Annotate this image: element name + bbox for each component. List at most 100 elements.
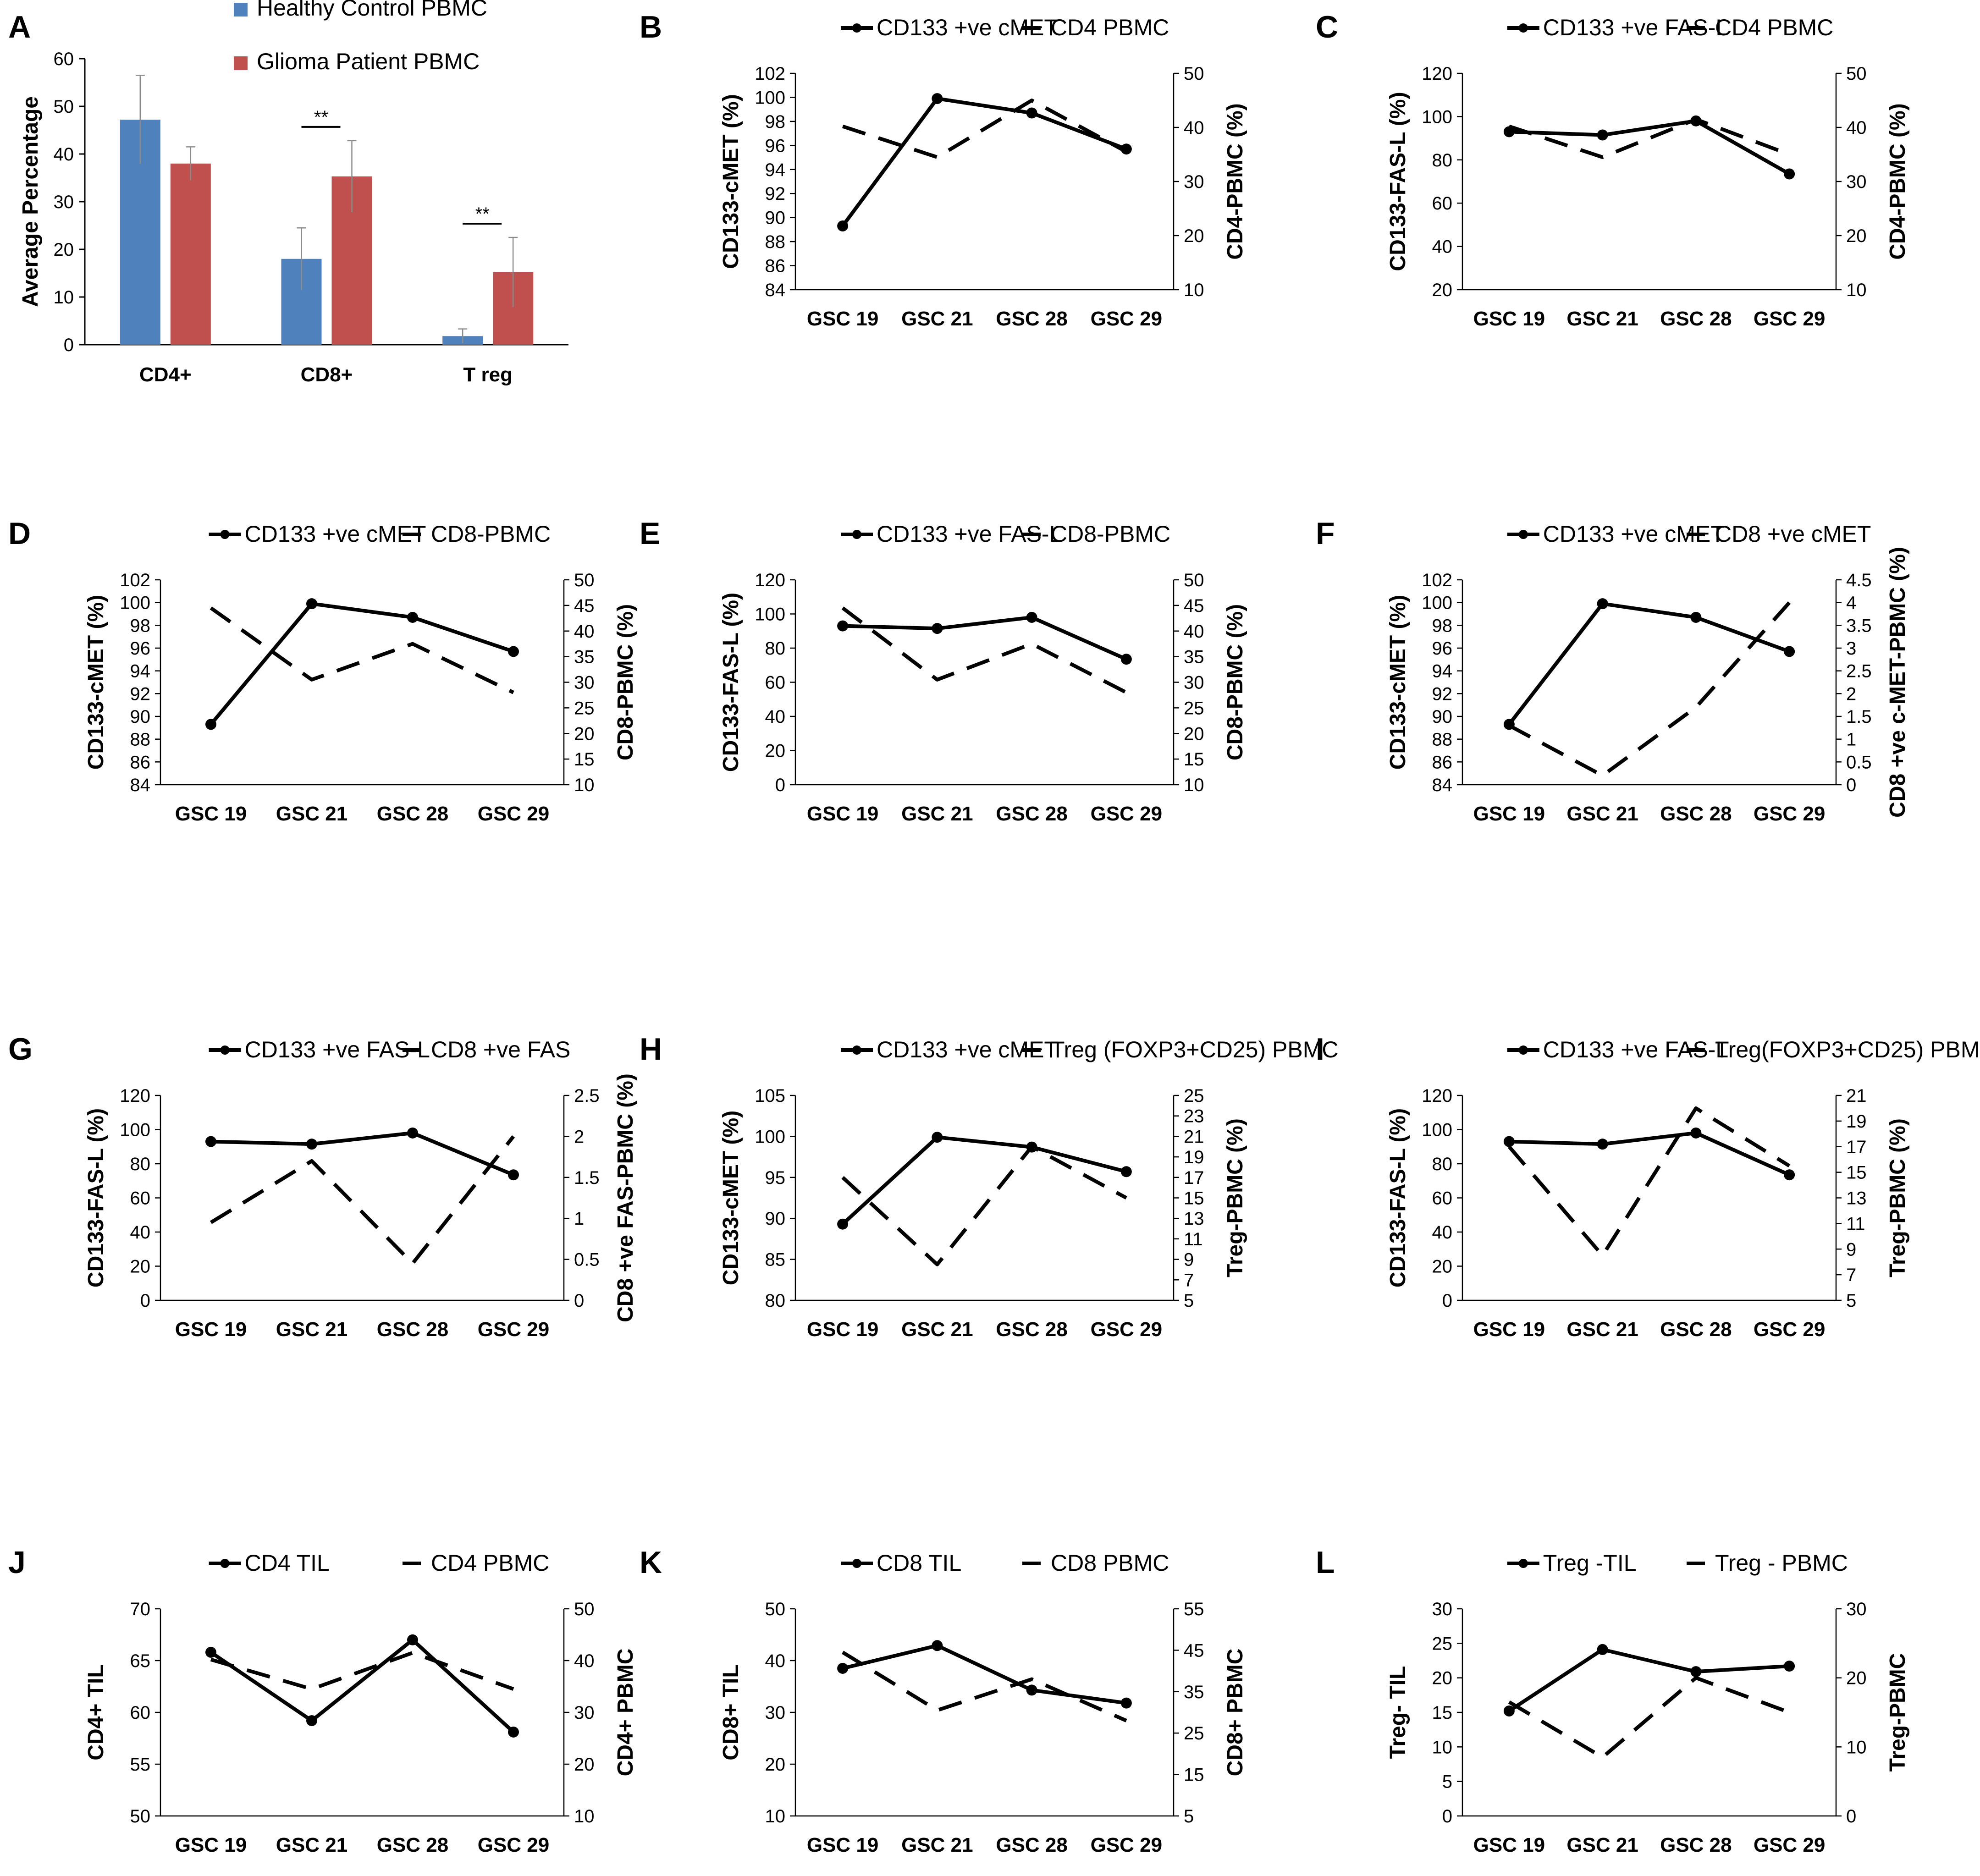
category-label: GSC 28	[996, 1318, 1068, 1341]
category-label: GSC 29	[478, 1834, 550, 1856]
left-tick-label: 20	[765, 741, 786, 761]
category-label: GSC 19	[807, 1318, 879, 1341]
right-tick-label: 17	[1184, 1168, 1204, 1188]
right-tick-label: 40	[574, 1651, 595, 1671]
legend-dashed-label: Treg(FOXP3+CD25) PBMC	[1715, 1037, 1980, 1062]
left-tick-label: 40	[765, 707, 786, 727]
panel-letter: H	[640, 1032, 662, 1067]
left-tick-label: 102	[120, 570, 150, 590]
category-label: GSC 29	[1091, 308, 1163, 330]
y-tick-label: 50	[54, 97, 74, 117]
solid-series-point	[1597, 1644, 1608, 1655]
solid-series-point	[1503, 126, 1515, 138]
category-label: GSC 21	[901, 1318, 973, 1341]
category-label: GSC 19	[175, 1834, 247, 1856]
solid-series-point	[508, 1169, 519, 1181]
left-tick-label: 40	[1432, 1222, 1453, 1243]
left-tick-label: 20	[1432, 1257, 1453, 1277]
legend-solid-label: CD133 +ve cMET	[245, 521, 426, 547]
category-label: GSC 29	[1754, 1318, 1826, 1341]
left-tick-label: 20	[1432, 280, 1453, 300]
left-tick-label: 60	[130, 1188, 151, 1209]
left-axis-title: CD133-cMET (%)	[1386, 595, 1410, 770]
panel-e: E CD133 +ve FAS-LCD8-PBMC0204060801001201…	[640, 516, 1247, 825]
category-label: GSC 29	[478, 1318, 550, 1341]
solid-series-point	[837, 1218, 849, 1230]
left-tick-label: 40	[1432, 237, 1453, 257]
solid-series-point	[1690, 1666, 1702, 1678]
right-tick-label: 25	[1184, 1723, 1204, 1744]
right-tick-label: 10	[1184, 775, 1204, 795]
category-label: GSC 21	[1566, 308, 1638, 330]
legend-swatch	[234, 3, 248, 17]
significance-label: **	[475, 204, 490, 224]
right-tick-label: 30	[1184, 172, 1204, 192]
category-label: GSC 28	[1660, 1834, 1732, 1856]
left-tick-label: 40	[130, 1222, 151, 1243]
y-tick-label: 30	[54, 192, 74, 212]
dashed-series-line	[210, 1135, 515, 1265]
category-label: GSC 28	[1660, 803, 1732, 825]
legend-solid-label: Treg -TIL	[1543, 1550, 1637, 1576]
left-tick-label: 100	[120, 593, 150, 613]
left-tick-label: 20	[765, 1755, 786, 1775]
right-tick-label: 19	[1846, 1111, 1867, 1132]
right-tick-label: 0	[1846, 1806, 1856, 1826]
left-tick-label: 94	[130, 661, 151, 682]
solid-series-line	[1507, 602, 1790, 726]
right-tick-label: 1	[574, 1209, 584, 1229]
left-tick-label: 120	[755, 570, 785, 590]
category-label: GSC 21	[901, 803, 973, 825]
category-label: GSC 29	[478, 803, 550, 825]
solid-series-point	[508, 646, 519, 657]
dashed-series-line	[1508, 1676, 1790, 1759]
left-tick-label: 80	[1432, 1154, 1453, 1174]
left-tick-label: 25	[1432, 1634, 1453, 1654]
solid-series-point	[1503, 1136, 1515, 1147]
y-tick-label: 20	[54, 240, 74, 260]
category-label: T reg	[463, 363, 513, 386]
significance-label: **	[314, 107, 328, 127]
left-axis-title: CD133-FAS-L (%)	[1386, 92, 1410, 271]
legend-solid-label: CD8 TIL	[877, 1550, 961, 1576]
left-tick-label: 80	[765, 638, 786, 659]
left-tick-label: 50	[130, 1806, 151, 1826]
left-tick-label: 0	[140, 1291, 150, 1311]
dashed-series-line	[842, 1650, 1127, 1722]
left-axis-title: CD133-cMET (%)	[719, 1111, 743, 1285]
category-label: GSC 28	[377, 1834, 449, 1856]
category-label: GSC 19	[175, 1318, 247, 1341]
right-tick-label: 4	[1846, 593, 1856, 613]
solid-series-point	[205, 1136, 216, 1147]
right-tick-label: 11	[1846, 1214, 1865, 1234]
dashed-series-line	[841, 1144, 1127, 1266]
right-axis-title: Treg-PBMC (%)	[1886, 1118, 1910, 1277]
solid-series-point	[1597, 129, 1608, 141]
right-tick-label: 40	[1846, 118, 1867, 138]
right-axis-title: CD4-PBMC (%)	[1886, 103, 1910, 259]
left-tick-label: 30	[765, 1703, 786, 1723]
category-label: GSC 29	[1754, 308, 1826, 330]
category-label: GSC 28	[1660, 1318, 1732, 1341]
dashed-series-line	[841, 606, 1127, 694]
right-tick-label: 10	[574, 775, 595, 795]
solid-series-line	[210, 1131, 514, 1177]
left-tick-label: 84	[765, 280, 786, 300]
solid-series-point	[1120, 143, 1132, 155]
solid-series-line	[842, 1644, 1127, 1705]
left-tick-label: 50	[765, 1599, 786, 1619]
solid-series-point	[1784, 1169, 1795, 1181]
solid-series-point	[306, 1715, 317, 1727]
right-axis-title: CD8-PBMC (%)	[1223, 604, 1247, 760]
left-tick-label: 84	[130, 775, 151, 795]
panel-letter: F	[1316, 516, 1335, 551]
right-tick-label: 9	[1184, 1250, 1194, 1270]
left-tick-label: 94	[765, 160, 786, 180]
category-label: GSC 29	[1091, 803, 1163, 825]
category-label: GSC 19	[1473, 308, 1545, 330]
left-tick-label: 100	[1422, 107, 1452, 127]
category-label: GSC 19	[1473, 1834, 1545, 1856]
